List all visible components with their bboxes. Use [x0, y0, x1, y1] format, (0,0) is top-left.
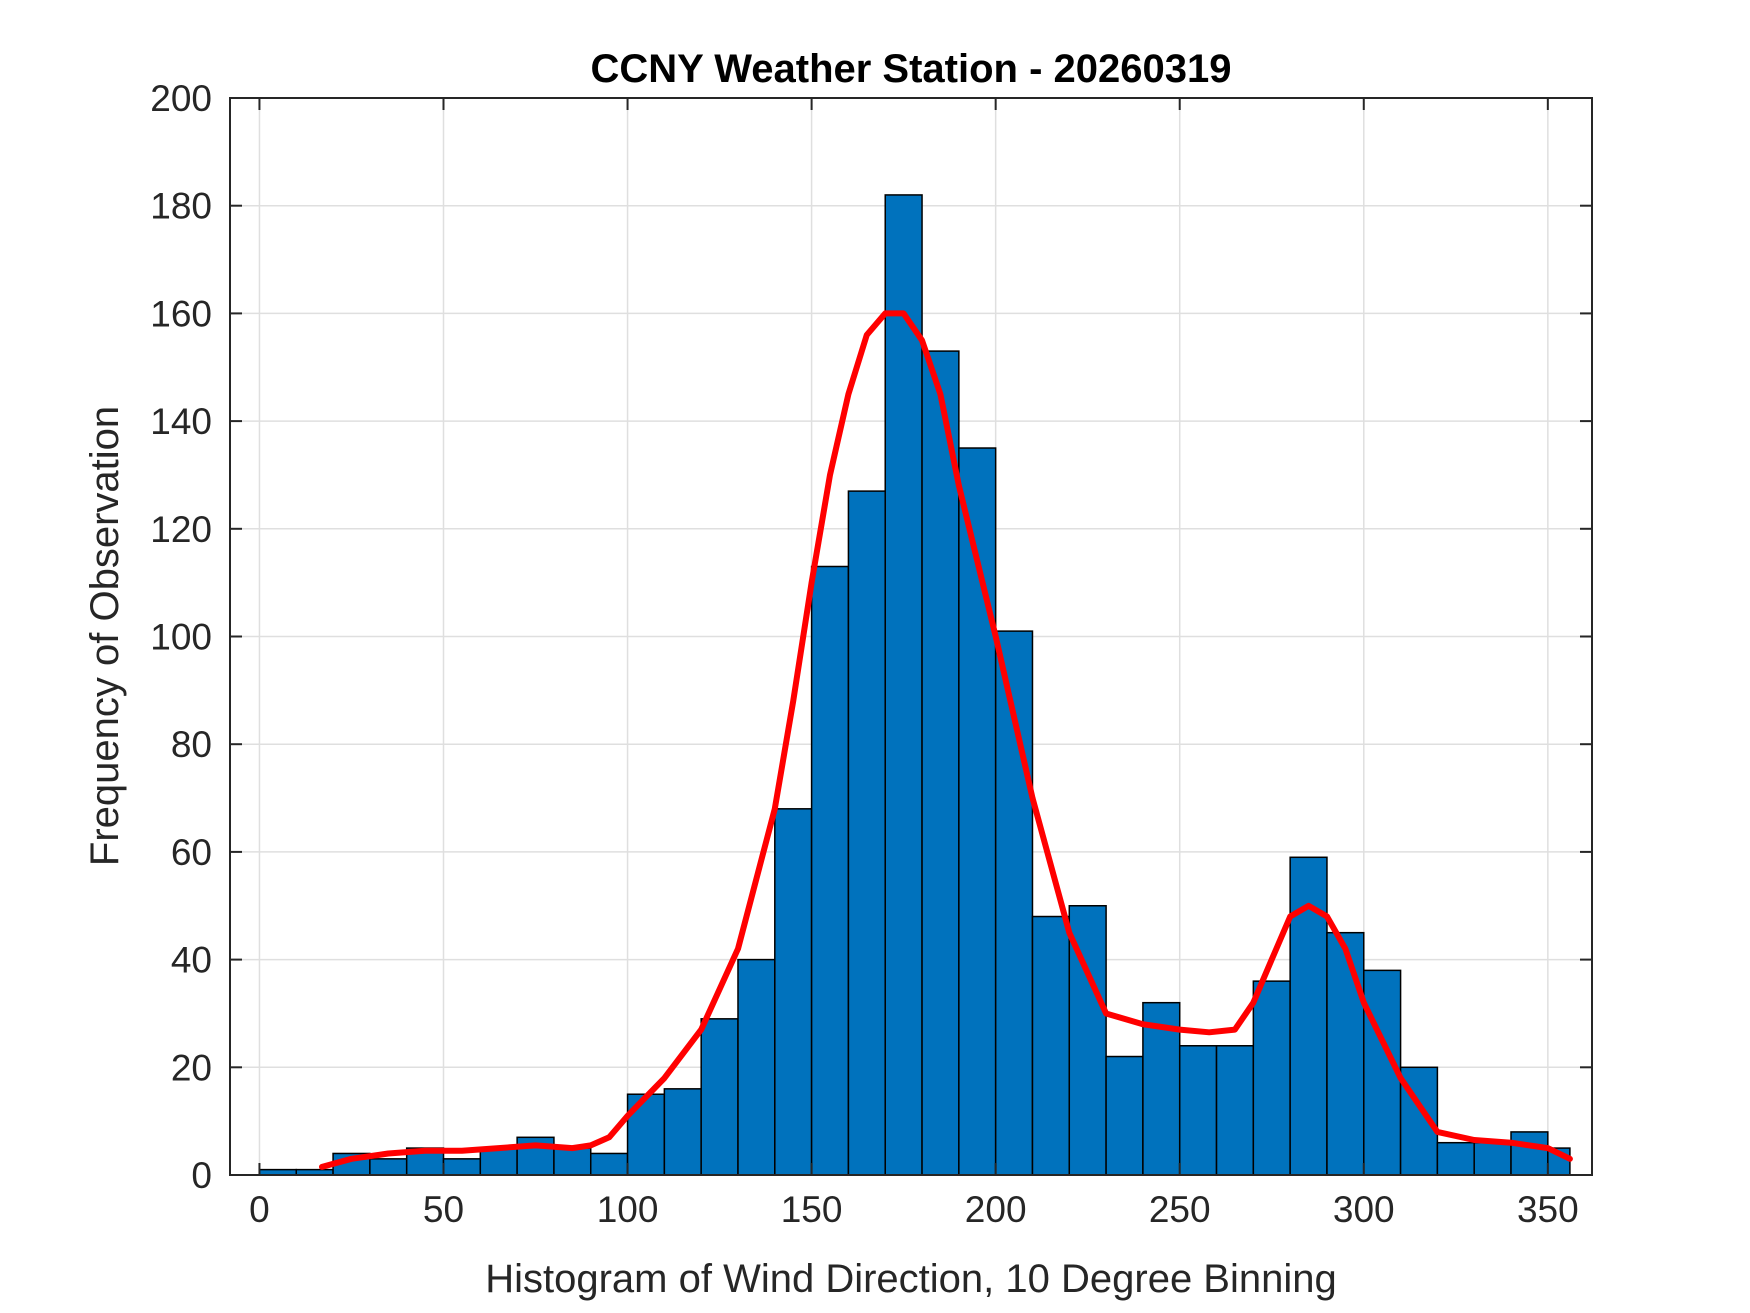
y-tick-label: 60 [171, 832, 212, 873]
axis-ticks [230, 97, 1592, 1176]
histogram-bar [921, 350, 960, 1176]
x-tick-label: 250 [1149, 1189, 1211, 1230]
histogram-bar [663, 1088, 702, 1176]
y-tick-label: 80 [171, 724, 212, 765]
chart-title: CCNY Weather Station - 20260319 [591, 47, 1232, 91]
y-tick-label: 20 [171, 1047, 212, 1088]
y-tick-label: 100 [150, 617, 212, 658]
histogram-bar [1105, 1055, 1144, 1176]
fit-curve-layer [319, 310, 1573, 1170]
histogram-bar [442, 1158, 482, 1176]
y-tick-label: 0 [191, 1155, 212, 1196]
x-tick-label: 350 [1517, 1189, 1579, 1230]
y-tick-label: 140 [150, 401, 212, 442]
histogram-bar [1510, 1131, 1549, 1176]
histogram-bar [1326, 931, 1365, 1176]
histogram-bar [369, 1158, 408, 1176]
y-axis-label: Frequency of Observation [83, 406, 127, 866]
x-tick-label: 300 [1333, 1189, 1395, 1230]
y-tick-label: 40 [171, 940, 212, 981]
histogram-bar [479, 1147, 518, 1176]
histogram-bar [1178, 1045, 1218, 1176]
axis-tick-labels: 0 50 100 150 200 250 300 350 0 20 40 60 80 100 120 140 1… [150, 78, 1578, 1230]
fit-curve-line [319, 310, 1573, 1170]
histogram-bar [1215, 1045, 1255, 1176]
y-tick-label: 120 [150, 509, 212, 550]
y-tick-label: 180 [150, 186, 212, 227]
histogram-bar [1252, 980, 1291, 1176]
x-tick-label: 150 [781, 1189, 843, 1230]
histogram-bar [847, 490, 886, 1176]
y-tick-label: 200 [150, 78, 212, 119]
x-tick-label: 200 [965, 1189, 1027, 1230]
x-tick-label: 0 [249, 1189, 270, 1230]
x-axis-label: Histogram of Wind Direction, 10 Degree B… [485, 1257, 1337, 1301]
y-tick-label: 160 [150, 293, 212, 334]
histogram-bar [1436, 1141, 1475, 1176]
x-tick-label: 50 [423, 1189, 464, 1230]
histogram-bar [700, 1018, 739, 1176]
histogram-bar [737, 958, 776, 1176]
histogram-bar [810, 565, 850, 1176]
x-tick-label: 100 [597, 1189, 659, 1230]
histogram-bar [774, 808, 813, 1176]
histogram-bar [1031, 915, 1071, 1176]
histogram-bar [1473, 1141, 1512, 1176]
histogram-bar [553, 1147, 592, 1176]
histogram-bar [589, 1152, 629, 1176]
histogram-bar [884, 194, 923, 1176]
